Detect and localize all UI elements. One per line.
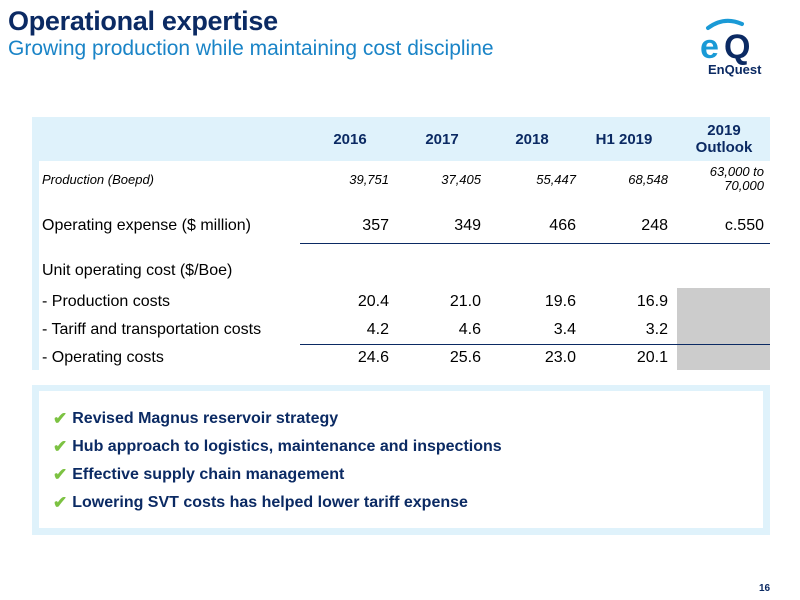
- cell-value: 19.6: [544, 293, 576, 310]
- outlook-line-1: 63,000 to: [709, 164, 764, 179]
- col-header-2017: 2017: [425, 130, 459, 148]
- col-header-2016: 2016: [333, 130, 367, 148]
- col-header-2019-outlook: 2019 Outlook: [695, 122, 753, 156]
- cell-value: 3.2: [645, 321, 668, 338]
- cell-value: 68,548: [628, 171, 668, 187]
- bullet-text: Hub approach to logistics, maintenance a…: [72, 438, 502, 455]
- cell-value: 21.0: [449, 293, 481, 310]
- outlook-empty-cell: [677, 346, 770, 370]
- table-row-unit-cost-heading: Unit operating cost ($/Boe): [39, 257, 770, 285]
- row-label: - Tariff and transportation costs: [42, 321, 262, 338]
- cell-value: 4.2: [366, 321, 389, 338]
- row-label: - Production costs: [42, 293, 171, 310]
- divider: [300, 344, 770, 345]
- highlights-list: ✔ Revised Magnus reservoir strategy ✔ Hu…: [39, 391, 763, 528]
- table-row: - Operating costs 24.6 25.6 23.0 20.1: [39, 345, 770, 370]
- list-item: ✔ Effective supply chain management: [53, 464, 344, 486]
- bullet-text: Lowering SVT costs has helped lower tari…: [72, 494, 468, 511]
- cell-value: 20.1: [636, 348, 668, 366]
- page-number: 16: [759, 583, 771, 594]
- page-subtitle: Growing production while maintaining cos…: [8, 37, 494, 60]
- check-icon: ✔: [53, 409, 68, 428]
- cell-outlook: c.550: [724, 217, 764, 234]
- row-label: Operating expense ($ million): [42, 217, 251, 234]
- row-label: Production (Boepd): [42, 171, 155, 187]
- cell-value: 20.4: [357, 293, 389, 310]
- table-row: - Tariff and transportation costs 4.2 4.…: [39, 316, 770, 344]
- cell-value: 3.4: [553, 321, 576, 338]
- outlook-empty-cell: [677, 288, 770, 346]
- cell-value: 39,751: [349, 171, 389, 187]
- row-label: Unit operating cost ($/Boe): [42, 262, 233, 279]
- cell-value: 23.0: [544, 348, 576, 366]
- svg-text:e: e: [700, 28, 719, 66]
- bullet-text: Effective supply chain management: [72, 466, 345, 483]
- cell-value: 55,447: [536, 171, 576, 187]
- row-label: - Operating costs: [42, 348, 164, 366]
- page-title: Operational expertise: [8, 6, 278, 36]
- cell-value: 4.6: [458, 321, 481, 338]
- enquest-logo: e Q EnQuest: [700, 18, 762, 77]
- col-header-2018: 2018: [515, 130, 549, 148]
- bullet-text: Revised Magnus reservoir strategy: [72, 410, 339, 427]
- check-icon: ✔: [53, 493, 68, 512]
- list-item: ✔ Revised Magnus reservoir strategy: [53, 408, 338, 430]
- cell-value: 248: [641, 217, 668, 234]
- table-row-opex: Operating expense ($ million) 357 349 46…: [39, 209, 770, 243]
- list-item: ✔ Hub approach to logistics, maintenance…: [53, 436, 502, 458]
- cell-value: 24.6: [357, 348, 389, 366]
- list-item: ✔ Lowering SVT costs has helped lower ta…: [53, 492, 468, 514]
- col-header-h1-2019: H1 2019: [595, 130, 653, 148]
- highlights-panel: ✔ Revised Magnus reservoir strategy ✔ Hu…: [32, 385, 770, 535]
- table-body: Production (Boepd) 39,751 37,405 55,447 …: [39, 161, 770, 370]
- cell-value: 25.6: [449, 348, 481, 366]
- cost-table: 2016 2017 2018 H1 2019 2019 Outlook Produ…: [32, 117, 770, 370]
- cell-value: 349: [454, 217, 481, 234]
- cell-outlook: 63,000 to 70,000: [679, 161, 764, 197]
- logo-text: EnQuest: [708, 62, 762, 77]
- table-header: 2016 2017 2018 H1 2019 2019 Outlook: [32, 117, 770, 161]
- cell-value: 466: [549, 217, 576, 234]
- outlook-line-2: 70,000: [724, 178, 764, 193]
- divider: [300, 243, 770, 244]
- cell-value: 37,405: [441, 171, 481, 187]
- table-row-production: Production (Boepd) 39,751 37,405 55,447 …: [39, 161, 770, 197]
- table-row: - Production costs 20.4 21.0 19.6 16.9: [39, 288, 770, 316]
- svg-text:Q: Q: [724, 28, 750, 66]
- cell-value: 16.9: [636, 293, 668, 310]
- check-icon: ✔: [53, 437, 68, 456]
- cell-value: 357: [362, 217, 389, 234]
- check-icon: ✔: [53, 465, 68, 484]
